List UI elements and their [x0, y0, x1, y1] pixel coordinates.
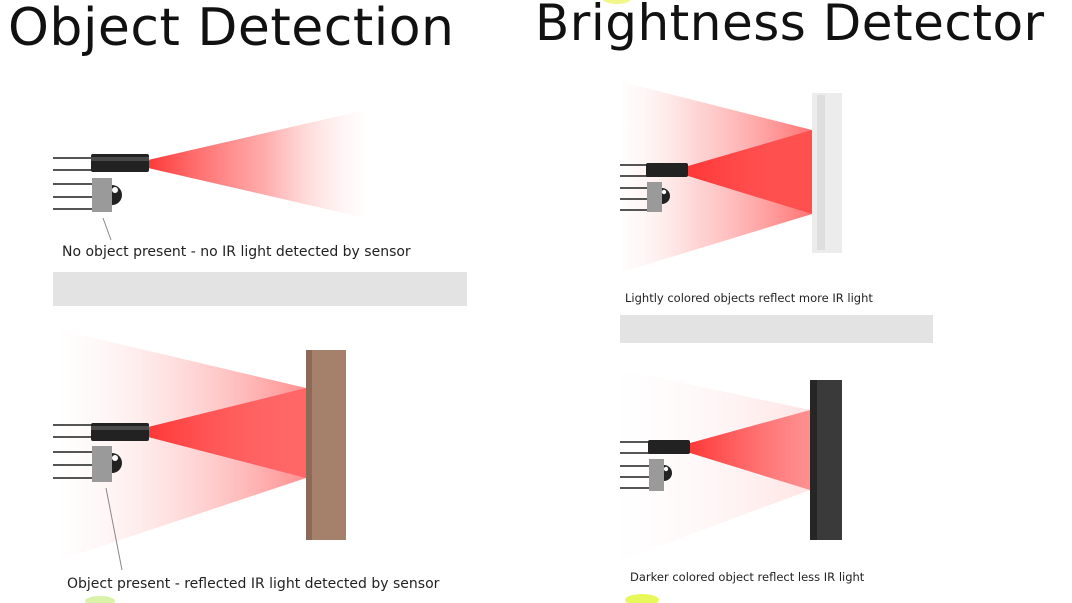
pointer-highlight: [603, 0, 631, 4]
scene-no-object: [53, 110, 365, 241]
caption-object-present: Object present - reflected IR light dete…: [67, 576, 440, 592]
brown-object-shade: [306, 350, 312, 540]
light-object-shade: [817, 95, 825, 250]
caption-light-object: Lightly colored objects reflect more IR …: [625, 291, 873, 305]
caption-dark-object: Darker colored object reflect less IR li…: [630, 570, 865, 584]
brightness-detector-panel: Brightness Detector: [527, 0, 1072, 603]
ir-emitter: [91, 423, 149, 441]
callout-line: [102, 217, 112, 241]
brown-object: [306, 350, 346, 540]
object-detection-title: Object Detection: [8, 0, 455, 58]
dark-object-shade: [810, 380, 817, 540]
scene-dark-object: [620, 370, 842, 560]
brightness-detector-title: Brightness Detector: [535, 0, 1045, 52]
pointer-highlight: [85, 596, 115, 603]
emitter-highlight: [91, 426, 149, 430]
scene-object-present: [53, 330, 346, 571]
divider: [620, 315, 933, 343]
pointer-highlight: [625, 594, 659, 603]
object-detection-panel: Object Detection No object present - no: [0, 0, 527, 603]
pins: [620, 164, 648, 211]
emitter-highlight: [91, 157, 149, 161]
divider: [53, 272, 467, 306]
ir-emitter: [648, 440, 690, 454]
ir-sensor: [92, 178, 122, 212]
ir-beam: [148, 110, 365, 218]
reflected-ir-beam: [622, 370, 810, 560]
pins: [620, 441, 650, 489]
ir-beam: [688, 130, 812, 214]
pins: [53, 424, 93, 479]
ir-emitter: [646, 163, 688, 177]
ir-beam: [148, 388, 306, 478]
callout-line: [105, 487, 123, 571]
scene-light-object: [620, 82, 842, 272]
pins: [53, 157, 93, 210]
ir-sensor: [649, 459, 672, 491]
ir-sensor: [647, 182, 670, 212]
ir-sensor: [92, 446, 122, 482]
caption-no-object: No object present - no IR light detected…: [62, 244, 411, 260]
ir-beam: [690, 410, 810, 490]
